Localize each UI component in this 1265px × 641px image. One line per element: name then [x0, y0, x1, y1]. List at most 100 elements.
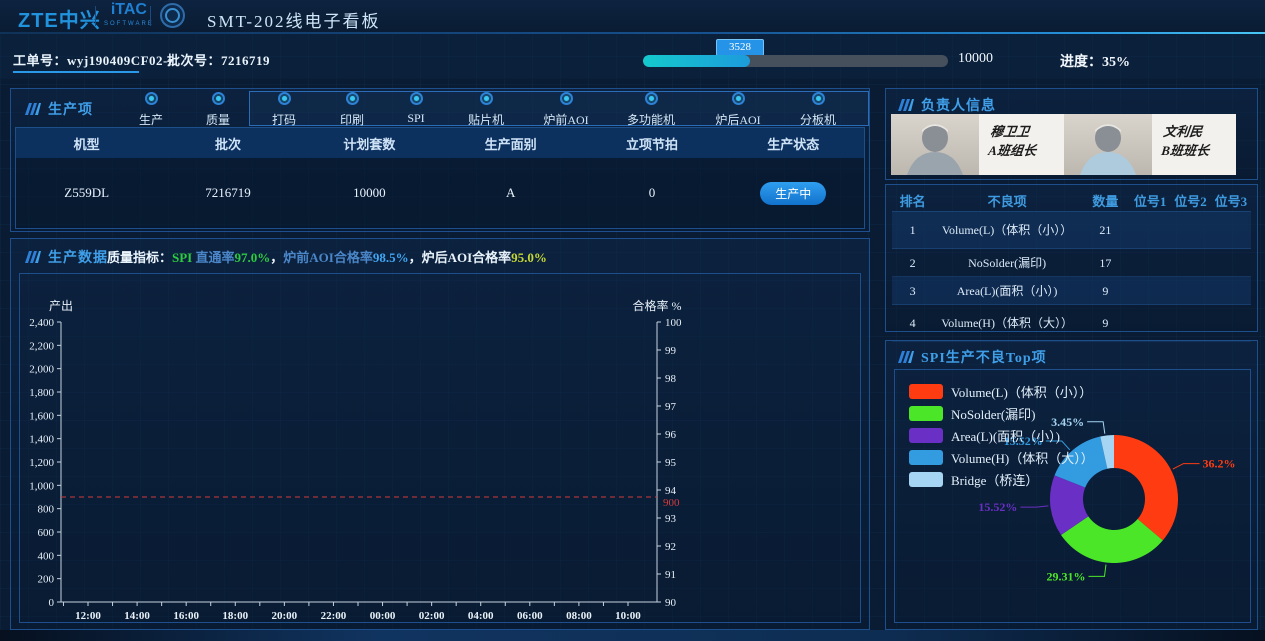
staff-photo — [1063, 114, 1152, 175]
step-质量[interactable]: 质量 — [183, 92, 253, 128]
legend-item[interactable]: NoSolder(漏印) — [909, 402, 1094, 424]
step-status-dot — [148, 96, 154, 101]
production-status-button[interactable]: 生产中 — [760, 181, 827, 205]
step-炉后AOI[interactable]: 炉后AOI — [703, 92, 773, 128]
svg-text:99: 99 — [665, 345, 677, 357]
itac-logo: iTAC SOFTWARE — [104, 2, 154, 31]
step-label: 多功能机 — [626, 113, 675, 127]
donut-percent-label: 29.31% — [1046, 569, 1085, 583]
defect-table-row: 1 Volume(L)（体积（小）） 21 — [892, 212, 1251, 249]
work-order-value: wyj190409CF02-z — [67, 53, 175, 68]
batch-number: 批次号：7216719 — [167, 50, 270, 69]
donut-slice — [1061, 516, 1163, 563]
svg-text:0: 0 — [49, 597, 55, 609]
defect-cell: 17 — [1099, 255, 1112, 270]
defect-ranking-panel: 排名 不良项 数量 位号1 位号2 位号3 1 Volume(L)（体积（小）） 21 2 NoS… — [885, 184, 1258, 342]
step-status-dot — [281, 96, 287, 101]
legend-swatch — [909, 427, 943, 443]
step-status-icon — [277, 92, 291, 105]
svg-text:98: 98 — [665, 373, 677, 385]
legend-label: Area(L)(面积（小）) — [951, 428, 1061, 444]
work-order-table-header: 机型 批次 计划套数 生产面别 立项节拍 生产状态 — [16, 128, 864, 158]
step-炉前AOI[interactable]: 炉前AOI — [531, 92, 601, 128]
svg-text:1,600: 1,600 — [29, 410, 54, 422]
defect-item-cell: NoSolder(漏印) — [968, 255, 1047, 270]
staff-panel-title: 负责人信息 — [896, 95, 996, 115]
defect-column-header: 位号2 — [1174, 193, 1207, 209]
legend-swatch — [909, 471, 943, 487]
page-title: SMT-202线电子看板 — [207, 12, 381, 31]
step-status-icon — [345, 92, 359, 105]
defect-cell: 9 — [1102, 283, 1109, 298]
svg-text:91: 91 — [665, 569, 676, 581]
svg-text:92: 92 — [665, 541, 676, 553]
defect-cell: 9 — [1102, 316, 1109, 330]
defect-cell: 4 — [909, 316, 916, 330]
svg-text:06:00: 06:00 — [517, 610, 543, 622]
work-order: 工单号：wyj190409CF02-z — [13, 50, 174, 69]
spi-defect-panel: SPI生产不良Top项 Volume(L)（体积（小）） NoSolder(漏印)… — [885, 340, 1258, 630]
header-divider — [0, 32, 1265, 34]
panel-title-icon — [898, 99, 914, 111]
svg-text:400: 400 — [38, 550, 55, 562]
step-label: 炉后AOI — [715, 113, 761, 127]
defect-column-header: 数量 — [1092, 193, 1119, 209]
step-status-dot — [215, 96, 221, 101]
defect-item-cell: Volume(H)（体积（大）） — [941, 316, 1073, 330]
svg-text:合格率 %: 合格率 % — [633, 298, 682, 313]
logo-divider — [150, 6, 151, 26]
step-status-dot — [815, 96, 821, 101]
step-status-dot — [563, 96, 569, 101]
step-SPI[interactable]: SPI — [381, 92, 451, 126]
progress-current-badge: 3528 — [716, 39, 764, 56]
donut-percent-label: 15.52% — [978, 500, 1017, 514]
svg-text:1,800: 1,800 — [29, 387, 54, 399]
quality-indicators: 质量指标：SPI 直通率97.0%，炉前AOI合格率98.5%，炉后AOI合格率… — [107, 247, 547, 266]
donut-percent-label: 15.52% — [1004, 434, 1043, 448]
spi-defect-panel-title: SPI生产不良Top项 — [896, 347, 1047, 367]
step-生产[interactable]: 生产 — [116, 92, 186, 128]
svg-text:20:00: 20:00 — [272, 610, 298, 622]
legend-item[interactable]: Volume(L)（体积（小）） — [909, 380, 1094, 402]
step-印刷[interactable]: 印刷 — [317, 92, 387, 128]
step-status-icon — [409, 92, 423, 105]
quality-indicator-part: 98.5% — [372, 250, 409, 265]
legend-item[interactable]: Bridge（桥连） — [909, 468, 1094, 490]
step-status-icon — [731, 92, 745, 105]
quality-indicator-part: 97.0% — [234, 250, 271, 265]
donut-slice — [1100, 435, 1114, 469]
svg-text:2,000: 2,000 — [29, 364, 54, 376]
itac-logo-subtext: SOFTWARE — [104, 21, 154, 27]
step-多功能机[interactable]: 多功能机 — [616, 92, 686, 128]
production-data-panel: 生产数据 质量指标：SPI 直通率97.0%，炉前AOI合格率98.5%，炉后A… — [10, 238, 870, 630]
production-data-title: 生产数据 — [23, 247, 108, 267]
table-cell: 10000 — [353, 185, 386, 200]
donut-percent-label: 36.2% — [1202, 457, 1235, 471]
spi-donut-box: Volume(L)（体积（小）） NoSolder(漏印) Area(L)(面积（小… — [894, 369, 1251, 623]
step-status-icon — [479, 92, 493, 105]
legend-swatch — [909, 405, 943, 421]
legend-item[interactable]: Volume(H)（体积（大）） — [909, 446, 1094, 468]
defect-column-header: 位号1 — [1133, 193, 1167, 209]
step-status-icon — [811, 92, 825, 105]
svg-text:10:00: 10:00 — [615, 610, 641, 622]
svg-text:95: 95 — [665, 457, 677, 469]
column-header: 生产状态 — [767, 136, 820, 152]
legend-label: NoSolder(漏印) — [951, 406, 1036, 422]
legend-item[interactable]: Area(L)(面积（小）) — [909, 424, 1094, 446]
svg-text:00:00: 00:00 — [370, 610, 396, 622]
step-打码[interactable]: 打码 — [249, 92, 319, 128]
donut-slice — [1050, 475, 1089, 535]
step-status-dot — [349, 96, 355, 101]
step-贴片机[interactable]: 贴片机 — [451, 92, 521, 128]
svg-text:14:00: 14:00 — [124, 610, 150, 622]
indicator-separator: ， — [270, 250, 284, 265]
svg-text:02:00: 02:00 — [419, 610, 445, 622]
step-status-icon — [211, 92, 225, 105]
svg-text:产出: 产出 — [49, 299, 73, 313]
emblem-icon — [160, 3, 185, 28]
legend-swatch — [909, 383, 943, 399]
step-分板机[interactable]: 分板机 — [783, 92, 853, 128]
defect-column-header: 排名 — [899, 193, 926, 209]
step-label: 打码 — [271, 113, 296, 127]
